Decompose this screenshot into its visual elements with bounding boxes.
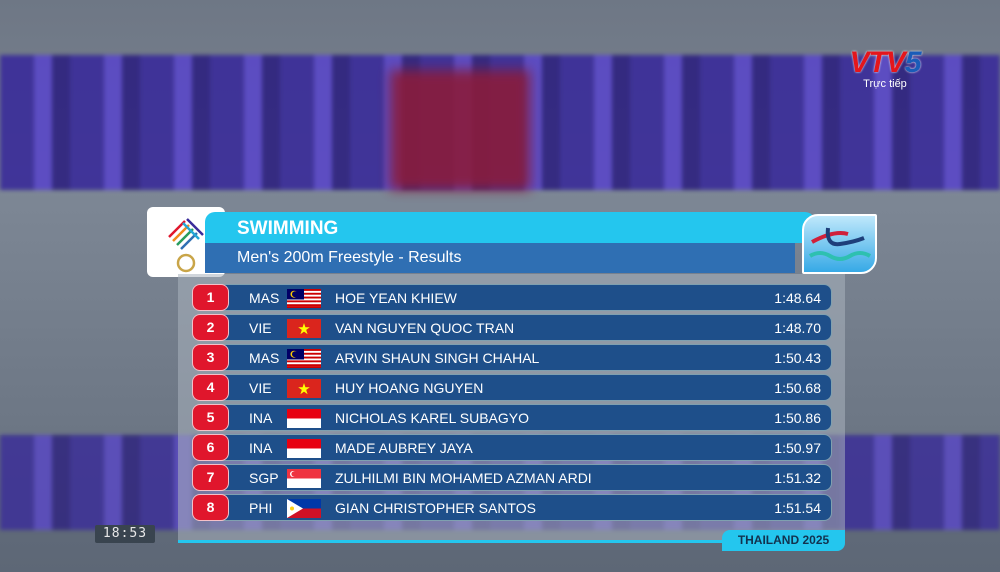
rank-badge: 2 (192, 314, 229, 341)
result-row: 5 INA NICHOLAS KAREL SUBAGYO 1:50.86 (192, 404, 832, 431)
vtv5-logo: VTV5 Trực tiếp (840, 46, 930, 90)
result-time: 1:50.86 (774, 410, 821, 426)
country-code: SGP (249, 470, 279, 486)
host-tag: THAILAND 2025 (722, 530, 845, 551)
result-row: 6 INA MADE AUBREY JAYA 1:50.97 (192, 434, 832, 461)
result-time: 1:50.68 (774, 380, 821, 396)
country-code: MAS (249, 290, 280, 306)
event-header: Men's 200m Freestyle - Results (205, 243, 795, 273)
athlete-name: VAN NGUYEN QUOC TRAN (335, 320, 515, 336)
live-label: Trực tiếp (863, 78, 907, 90)
flag-ina-icon (287, 409, 321, 428)
athlete-name: NICHOLAS KAREL SUBAGYO (335, 410, 529, 426)
flag-sgp-icon (287, 469, 321, 488)
swimming-pictogram-icon (802, 214, 877, 274)
rank-badge: 6 (192, 434, 229, 461)
result-row: 4 VIE HUY HOANG NGUYEN 1:50.68 (192, 374, 832, 401)
athlete-name: ZULHILMI BIN MOHAMED AZMAN ARDI (335, 470, 592, 486)
athlete-name: HOE YEAN KHIEW (335, 290, 457, 306)
country-code: PHI (249, 500, 273, 516)
result-time: 1:50.97 (774, 440, 821, 456)
flag-vie-icon (287, 319, 321, 338)
event-title: Men's 200m Freestyle - Results (237, 249, 462, 266)
sport-title: SWIMMING (237, 218, 339, 239)
result-row: 7 SGP ZULHILMI BIN MOHAMED AZMAN ARDI 1:… (192, 464, 832, 491)
result-time: 1:48.70 (774, 320, 821, 336)
rank-badge: 7 (192, 464, 229, 491)
flag-mas-icon (287, 289, 321, 308)
country-code: INA (249, 410, 273, 426)
rank-badge: 5 (192, 404, 229, 431)
result-row: 3 MAS ARVIN SHAUN SINGH CHAHAL 1:50.43 (192, 344, 832, 371)
result-time: 1:48.64 (774, 290, 821, 306)
lane-rope-red-section (390, 70, 530, 190)
flag-phi-icon (287, 499, 321, 518)
result-time: 1:50.43 (774, 350, 821, 366)
country-code: INA (249, 440, 273, 456)
result-row: 8 PHI GIAN CHRISTOPHER SANTOS 1:51.54 (192, 494, 832, 521)
country-code: VIE (249, 380, 272, 396)
athlete-name: ARVIN SHAUN SINGH CHAHAL (335, 350, 540, 366)
rank-badge: 1 (192, 284, 229, 311)
athlete-name: MADE AUBREY JAYA (335, 440, 473, 456)
sport-header: SWIMMING (205, 212, 815, 243)
rank-badge: 8 (192, 494, 229, 521)
flag-mas-icon (287, 349, 321, 368)
result-row: 1 MAS HOE YEAN KHIEW 1:48.64 (192, 284, 832, 311)
rank-badge: 3 (192, 344, 229, 371)
flag-vie-icon (287, 379, 321, 398)
result-time: 1:51.54 (774, 500, 821, 516)
athlete-name: GIAN CHRISTOPHER SANTOS (335, 500, 536, 516)
rank-badge: 4 (192, 374, 229, 401)
result-row: 2 VIE VAN NGUYEN QUOC TRAN 1:48.70 (192, 314, 832, 341)
flag-ina-icon (287, 439, 321, 458)
country-code: MAS (249, 350, 280, 366)
clock: 18:53 (95, 525, 155, 543)
country-code: VIE (249, 320, 272, 336)
footer-line (178, 540, 738, 543)
athlete-name: HUY HOANG NGUYEN (335, 380, 484, 396)
result-time: 1:51.32 (774, 470, 821, 486)
